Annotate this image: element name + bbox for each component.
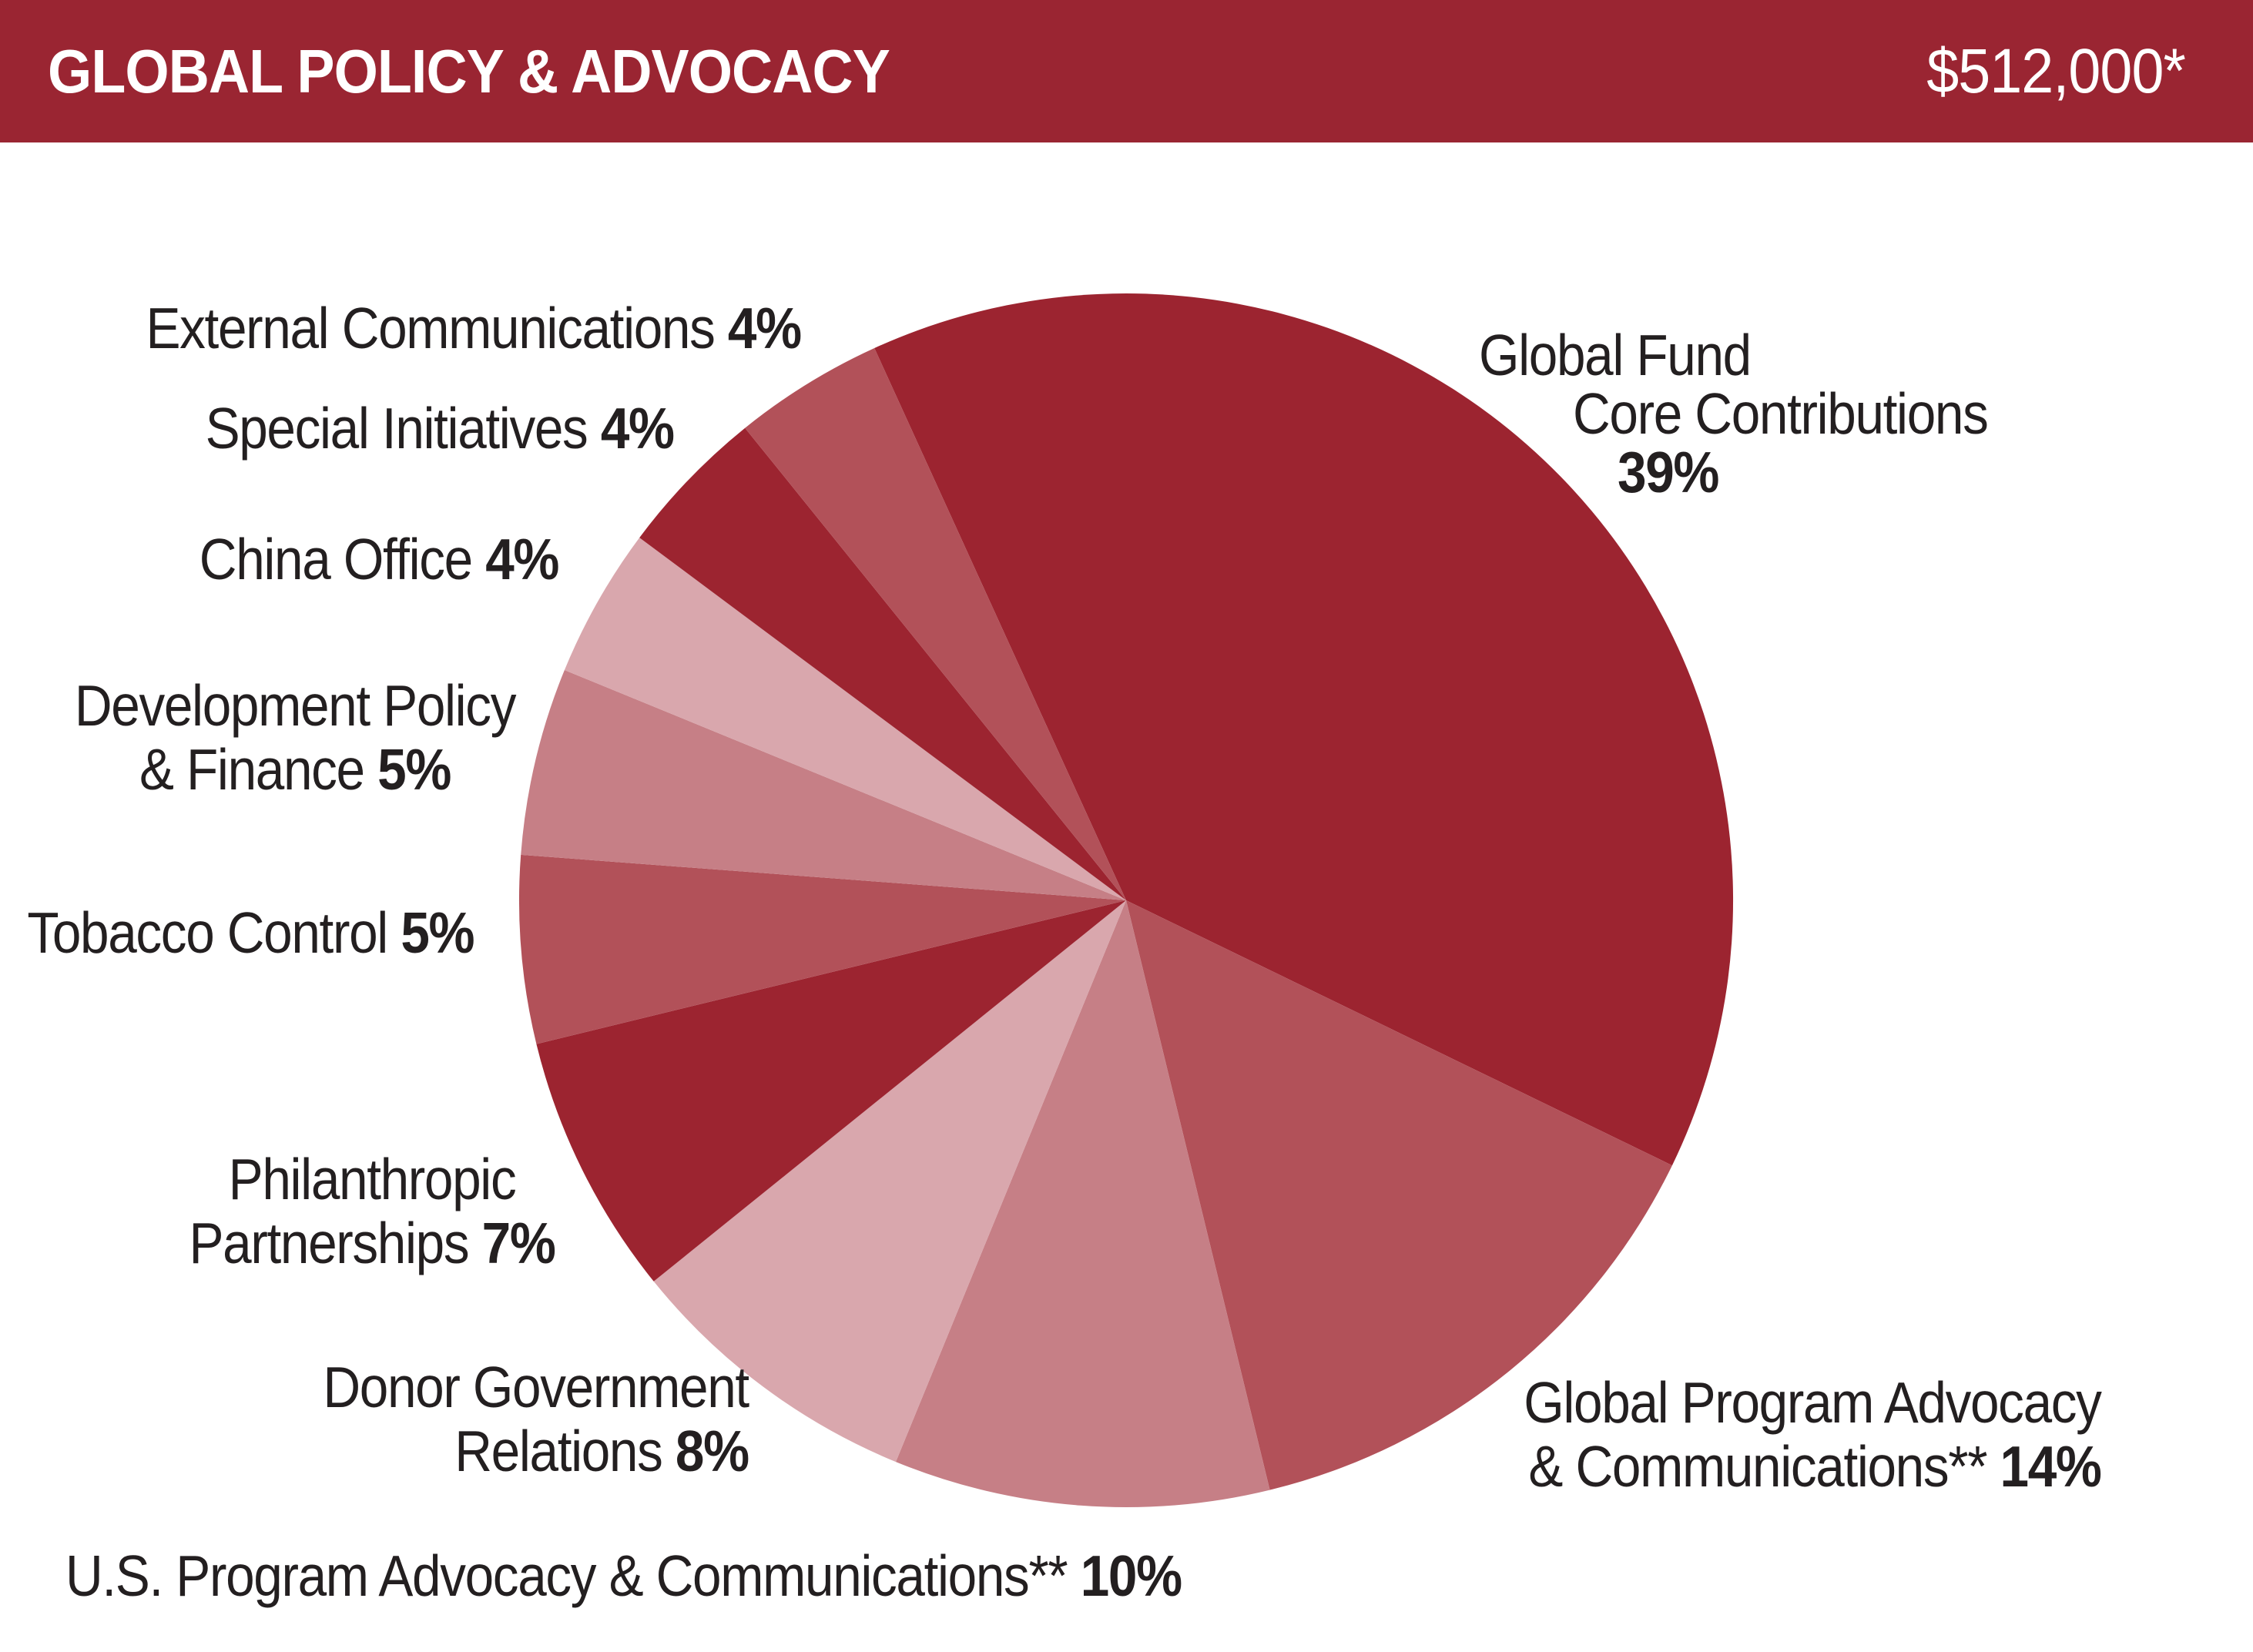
- pie-slice-philanthropic-partnerships: [536, 900, 1126, 1282]
- label-percent: 14%: [2000, 1433, 2102, 1499]
- pie-slice-global-fund-core-contributions: [874, 293, 1734, 1166]
- label-us-program-advocacy: U.S. Program Advocacy & Communications**…: [65, 1544, 1182, 1608]
- pie-slice-global-program-advocacy-communications: [1126, 900, 1672, 1490]
- pie-slice-development-policy-finance: [521, 670, 1126, 900]
- label-philanthropic-partnerships: Philanthropic Partnerships 7%: [95, 1148, 649, 1275]
- label-line: Relations 8%: [454, 1418, 749, 1483]
- label-global-fund-line2: Core Contributions: [1573, 381, 1989, 446]
- label-line: Partnerships 7%: [189, 1210, 556, 1275]
- label-global-program-advocacy: Global Program Advocacy & Communications*…: [1524, 1370, 2103, 1499]
- label-external-communications: External Communications 4%: [146, 296, 803, 360]
- label-line: 39%: [1618, 440, 1719, 504]
- label-line: Philanthropic: [228, 1147, 517, 1211]
- label-percent: 5%: [401, 900, 474, 965]
- label-percent: 8%: [676, 1418, 749, 1483]
- label-global-fund-line3: 39%: [1618, 440, 1719, 504]
- pie-slice-tobacco-control: [518, 854, 1126, 1044]
- pie-slice-china-office: [564, 538, 1126, 900]
- pie-slice-special-initiatives: [639, 427, 1126, 900]
- label-line: U.S. Program Advocacy & Communications**…: [65, 1543, 1182, 1608]
- label-special-initiatives: Special Initiatives 4%: [205, 396, 675, 461]
- label-line: External Communications 4%: [146, 296, 803, 360]
- label-percent: 4%: [728, 296, 802, 360]
- header-bar: GLOBAL POLICY & ADVOCACY $512,000*: [0, 0, 2253, 142]
- pie-slice-donor-government-relations: [653, 900, 1126, 1463]
- label-line: & Finance 5%: [139, 736, 451, 802]
- label-percent: 7%: [481, 1210, 556, 1275]
- label-percent: 39%: [1618, 440, 1719, 504]
- label-line: Special Initiatives 4%: [205, 396, 675, 461]
- label-line: China Office 4%: [199, 527, 560, 591]
- label-line: Tobacco Control 5%: [27, 900, 474, 965]
- label-line: Development Policy: [74, 673, 517, 738]
- label-china-office: China Office 4%: [199, 527, 560, 591]
- label-line: Global Program Advocacy: [1524, 1370, 2103, 1435]
- pie-slice-external-communications: [745, 348, 1126, 900]
- label-line: Core Contributions: [1573, 381, 1989, 446]
- label-donor-government-relations: Donor Government Relations 8%: [323, 1355, 750, 1483]
- label-global-fund-line1: Global Fund: [1479, 323, 1752, 387]
- label-tobacco-control: Tobacco Control 5%: [27, 901, 474, 965]
- label-percent: 4%: [601, 396, 675, 461]
- label-development-policy-finance: Development Policy & Finance 5%: [18, 674, 572, 801]
- pie-slice-u-s-program-advocacy-communications: [896, 900, 1270, 1508]
- label-percent: 5%: [377, 736, 451, 802]
- label-line: Donor Government: [323, 1355, 750, 1419]
- total-amount: $512,000*: [1926, 35, 2186, 106]
- label-percent: 4%: [485, 527, 559, 591]
- label-line: & Communications** 14%: [1528, 1433, 2103, 1499]
- page-title: GLOBAL POLICY & ADVOCACY: [48, 36, 890, 106]
- label-percent: 10%: [1080, 1543, 1182, 1608]
- label-line: Global Fund: [1479, 323, 1752, 387]
